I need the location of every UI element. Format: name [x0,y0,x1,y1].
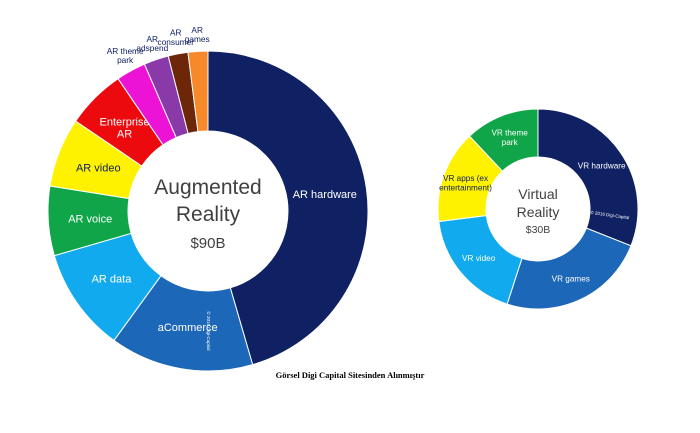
slice-label-ar-voice: AR voice [68,213,112,225]
slice-label-ar-theme-park: AR theme park [107,46,144,65]
copyright-note: © 2016 Digi-Capital [206,311,212,350]
slice-label-ar-video: AR video [76,162,121,174]
augmented-reality-donut-chart: AR hardware aCommerce AR data AR voice AR vi… [47,25,369,372]
slice-vr-theme-park [468,108,539,172]
center-title-line: Reality [176,203,241,226]
center-title-line: Virtual [518,186,557,202]
slice-label-ar-consumer: AR consumer [158,28,195,47]
center-title-line: Reality [517,204,560,220]
source-caption: Görsel Digi Capital Sitesinden Alınmıştı… [275,370,425,380]
slice-label-ar-hardware: AR hardware [293,189,357,201]
slice-ar-games [187,50,209,133]
slice-vr-hardware [537,108,639,247]
slice-label-enterprise-ar: Enterprise AR [99,116,149,140]
slice-label-vr-video: VR video [462,254,496,263]
slice-label-ar-adspend: AR adspend [136,34,168,53]
center-title-line: Augmented [154,176,261,199]
slice-vr-games [506,227,632,310]
slice-label-ar-games: AR games [185,25,210,44]
slice-label-vr-theme-park: VR theme park [491,129,528,147]
center-value: $30B [526,224,551,236]
virtual-reality-donut-chart: VR hardware VR games VR video VR apps (ex en… [437,108,639,310]
slice-label-vr-hardware: VR hardware [578,162,626,171]
slice-ar-hardware [207,50,369,366]
center-value: $90B [190,235,225,252]
slice-label-vr-apps-ex-entertainment: VR apps (ex entertainment) [439,174,492,192]
slice-label-ar-data: AR data [92,274,133,286]
slice-label-acommerce: aCommerce [158,322,218,334]
slice-label-vr-games: VR games [552,275,590,284]
copyright-note: © 2016 Digi-Capital [590,209,630,220]
